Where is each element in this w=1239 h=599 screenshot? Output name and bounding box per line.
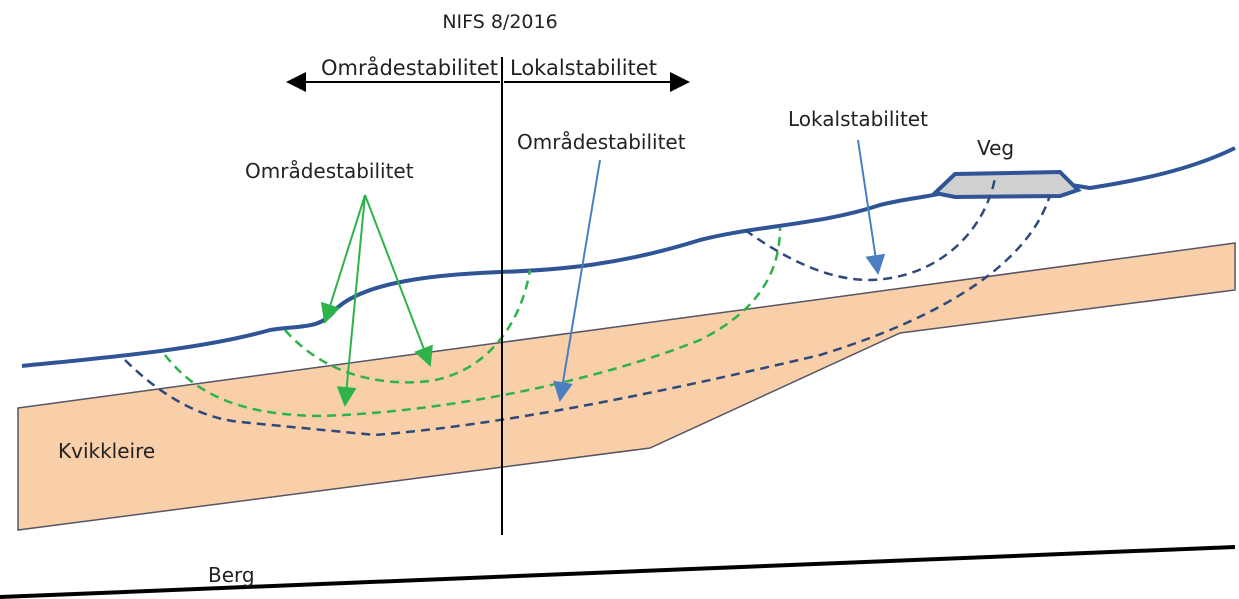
arrow-green — [320, 194, 366, 324]
clay-layer — [17, 242, 1236, 531]
arrow-green — [364, 194, 433, 367]
label-clay: Kvikkleire — [58, 439, 155, 463]
header-left: Områdestabilitet — [321, 55, 498, 80]
header-right: Lokalstabilitet — [510, 56, 657, 80]
slip-blue-deep — [124, 194, 1052, 437]
label-blue: Områdestabilitet — [517, 130, 686, 154]
label-road: Veg — [977, 136, 1014, 160]
label-rock: Berg — [208, 563, 255, 587]
arrow-green — [336, 194, 366, 407]
title: NIFS 8/2016 — [442, 11, 557, 33]
arrow-blue — [553, 159, 601, 402]
road — [930, 169, 1082, 200]
slip-local — [744, 177, 997, 282]
slip-green-2 — [164, 227, 782, 418]
arrow-local — [857, 139, 886, 275]
rock-line — [0, 545, 1236, 599]
slip-green-1 — [284, 269, 532, 384]
label-green: Områdestabilitet — [245, 159, 414, 183]
label-local: Lokalstabilitet — [788, 107, 928, 131]
